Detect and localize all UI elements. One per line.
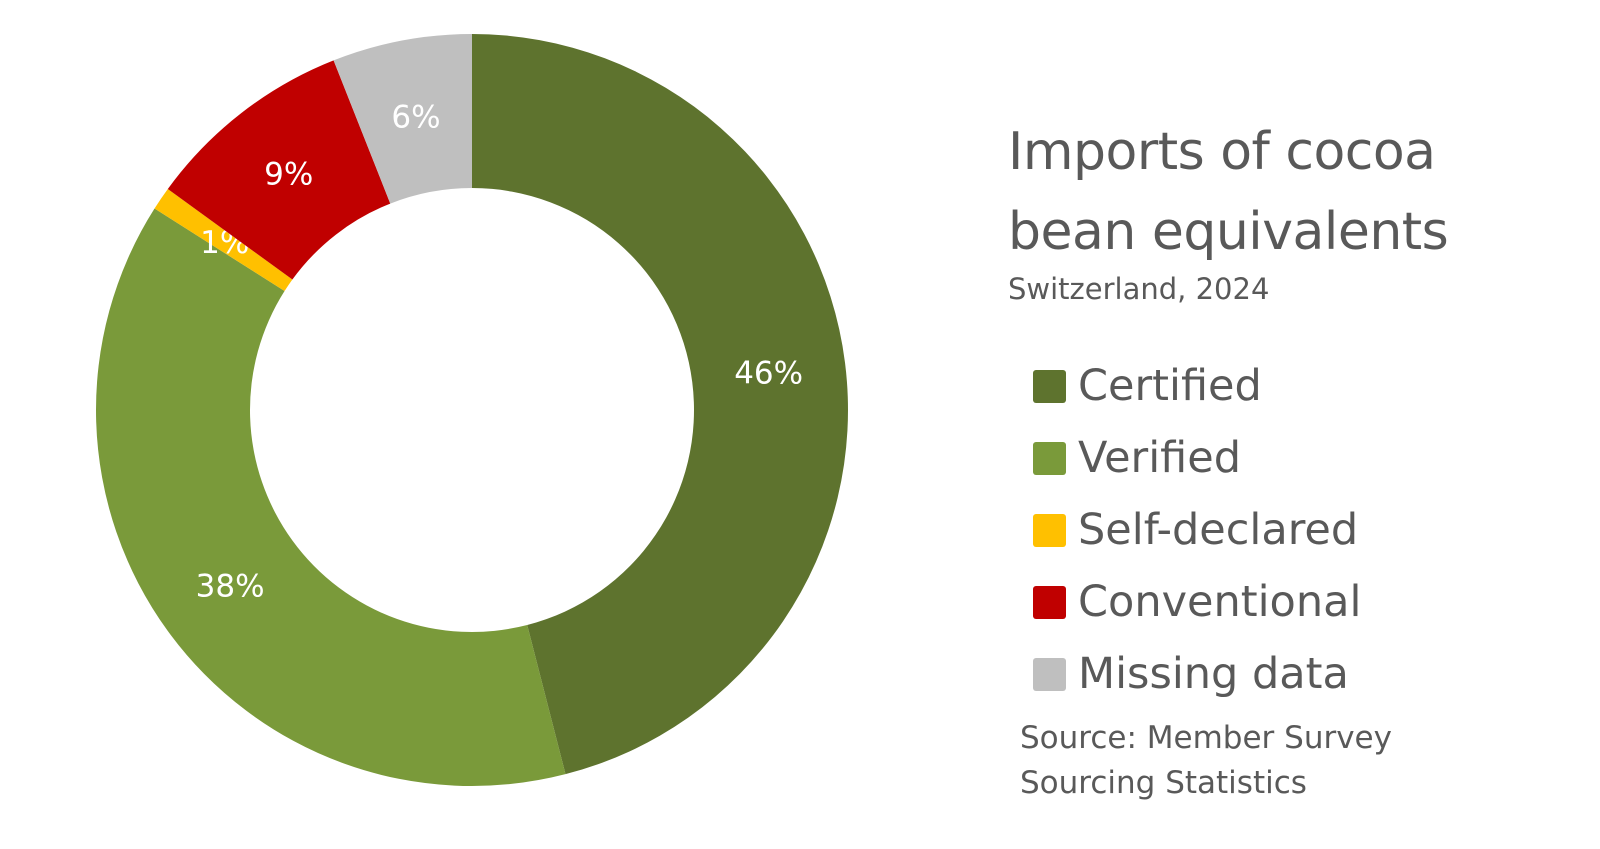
legend-item-verified: Verified (1033, 422, 1361, 494)
donut-slice-verified (96, 208, 566, 786)
legend-label: Certified (1078, 361, 1262, 411)
legend-label: Verified (1078, 433, 1241, 483)
legend-swatch (1033, 369, 1066, 403)
donut-slice-self-declared (154, 188, 293, 292)
legend-item-conventional: Conventional (1033, 566, 1361, 638)
chart-subtitle: Switzerland, 2024 (1008, 272, 1270, 306)
chart-title: Imports of cocoa bean equivalents (1008, 122, 1449, 262)
donut-chart: 46%38%1%9%6% (96, 34, 848, 786)
legend-label: Missing data (1078, 649, 1349, 699)
donut-slice-missing-data (333, 34, 472, 204)
data-label-verified: 38% (196, 569, 265, 605)
legend-item-certified: Certified (1033, 350, 1361, 422)
source-note: Source: Member Survey Sourcing Statistic… (1020, 716, 1392, 806)
source-line: Sourcing Statistics (1020, 765, 1307, 801)
legend: Certified Verified Self-declared Convent… (1033, 350, 1361, 710)
data-label-certified: 46% (734, 356, 803, 392)
donut-slice-certified (472, 34, 848, 775)
legend-swatch (1033, 513, 1066, 547)
source-line: Source: Member Survey (1020, 720, 1392, 756)
legend-item-missing-data: Missing data (1033, 638, 1361, 710)
legend-swatch (1033, 441, 1066, 475)
data-label-conventional: 9% (264, 157, 313, 193)
donut-slice-conventional (167, 60, 391, 280)
data-label-missing-data: 6% (391, 99, 440, 135)
legend-swatch (1033, 585, 1066, 619)
legend-item-self-declared: Self-declared (1033, 494, 1361, 566)
legend-swatch (1033, 657, 1066, 691)
legend-label: Self-declared (1078, 505, 1359, 555)
legend-label: Conventional (1078, 577, 1362, 627)
